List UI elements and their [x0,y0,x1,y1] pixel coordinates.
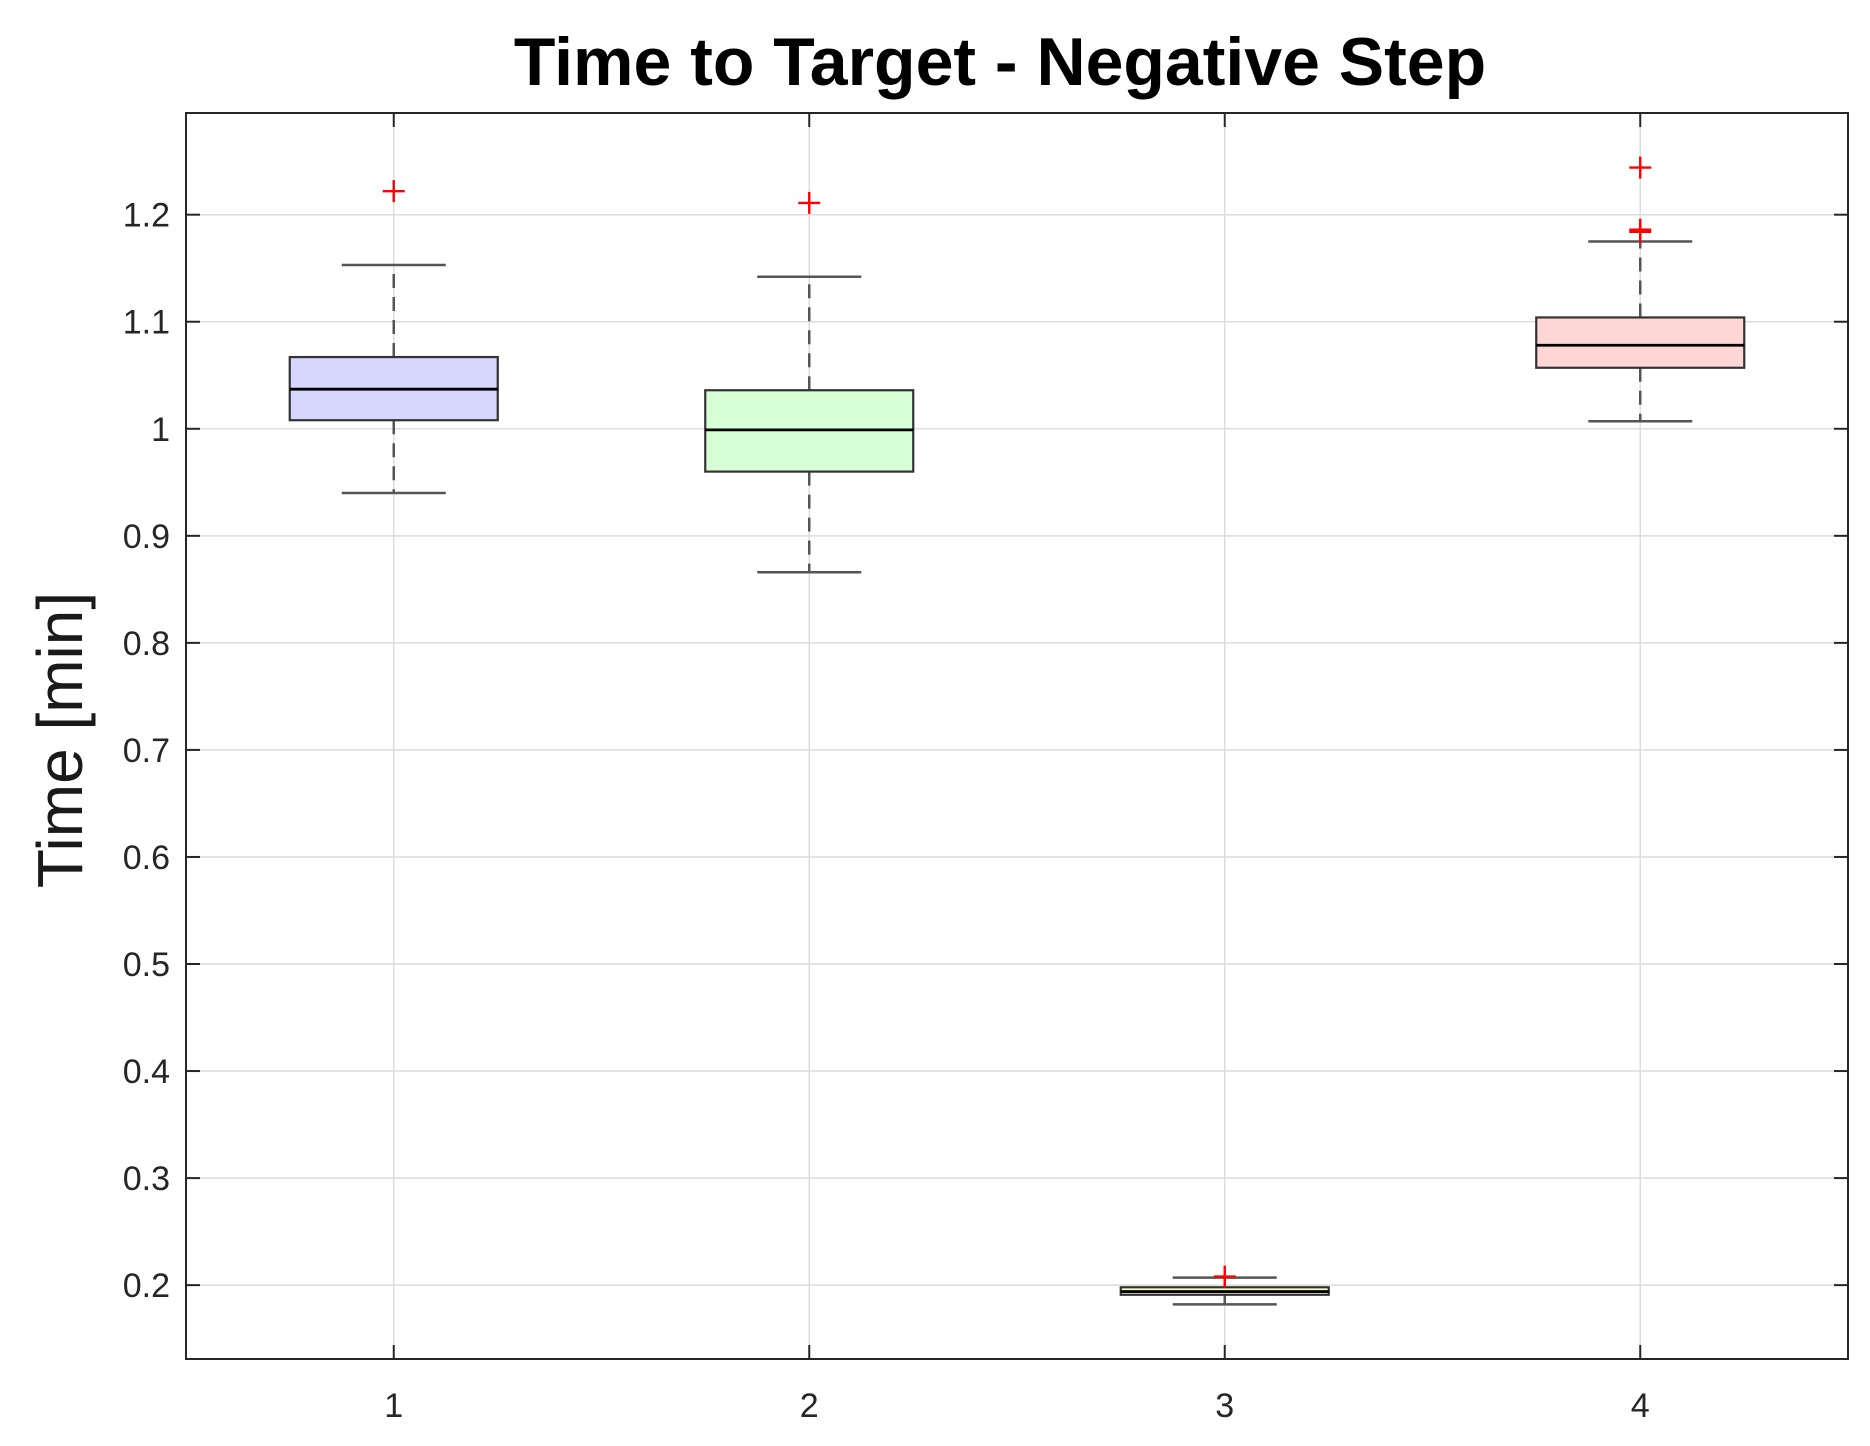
y-tick-label: 1.1 [123,304,170,342]
y-tick-label: 0.7 [123,732,170,770]
y-tick-label: 0.3 [123,1160,170,1198]
box-group-2 [704,191,915,574]
x-tick-label: 2 [800,1387,819,1425]
y-tick-label: 0.5 [123,946,170,984]
chart-title: Time to Target - Negative Step [514,24,1486,100]
plot-area-frame [185,112,1849,1360]
y-tick-label: 0.9 [123,518,170,556]
outlier-marker [1629,218,1652,241]
outlier-marker [1213,1265,1236,1288]
grid-lines [186,113,1848,1359]
box-group-3 [1119,1265,1330,1306]
outlier-marker [1629,156,1652,179]
y-tick-label: 1 [151,411,170,449]
outlier-marker [382,180,405,203]
y-tick-label: 0.6 [123,839,170,877]
box-plot-series [288,156,1746,1306]
y-tick-label: 0.4 [123,1053,170,1091]
box-group-4 [1535,156,1746,423]
y-axis-label: Time [min] [24,592,96,888]
box-iqr [1535,316,1746,369]
y-tick-label: 1.2 [123,197,170,235]
y-tick-label: 0.2 [123,1267,170,1305]
y-tick-label: 0.8 [123,625,170,663]
x-tick-label: 1 [384,1387,403,1425]
outlier-marker [798,191,821,214]
axis-ticks: 0.2 0.3 0.4 0.5 0.6 0.7 0.8 0.9 1 1.1 1.2 1 2 3 4 [123,113,1848,1425]
x-tick-label: 3 [1215,1387,1234,1425]
x-tick-label: 4 [1631,1387,1650,1425]
box-group-1 [288,180,499,495]
